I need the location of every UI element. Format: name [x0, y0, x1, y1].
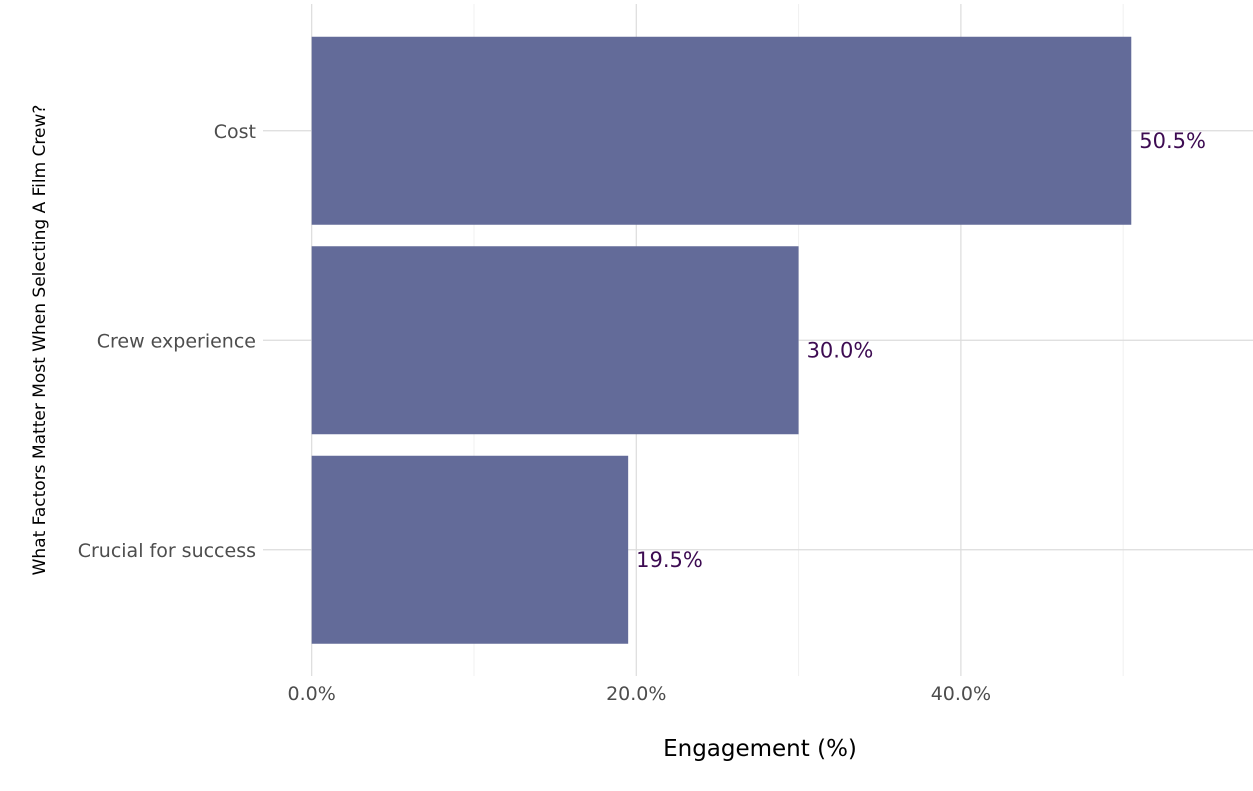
ticks: 0.0% 20.0% 40.0% Cost Crew experience Crucial…	[78, 121, 991, 705]
y-tick-label: Crew experience	[97, 330, 256, 352]
y-tick-label: Crucial for success	[78, 540, 256, 562]
bars	[311, 36, 1132, 644]
x-tick-label: 0.0%	[288, 683, 336, 705]
data-label: 19.5%	[636, 548, 703, 572]
data-label: 50.5%	[1139, 129, 1206, 153]
y-axis-title: What Factors Matter Most When Selecting …	[30, 105, 50, 576]
bar	[311, 246, 799, 435]
bar	[311, 36, 1132, 225]
y-tick-label: Cost	[214, 121, 256, 143]
data-label: 30.0%	[807, 338, 874, 362]
x-axis-title: Engagement (%)	[663, 736, 857, 762]
bar	[311, 455, 629, 644]
data-labels: 50.5% 30.0% 19.5%	[636, 129, 1206, 572]
x-tick-label: 40.0%	[931, 683, 991, 705]
x-tick-label: 20.0%	[606, 683, 666, 705]
